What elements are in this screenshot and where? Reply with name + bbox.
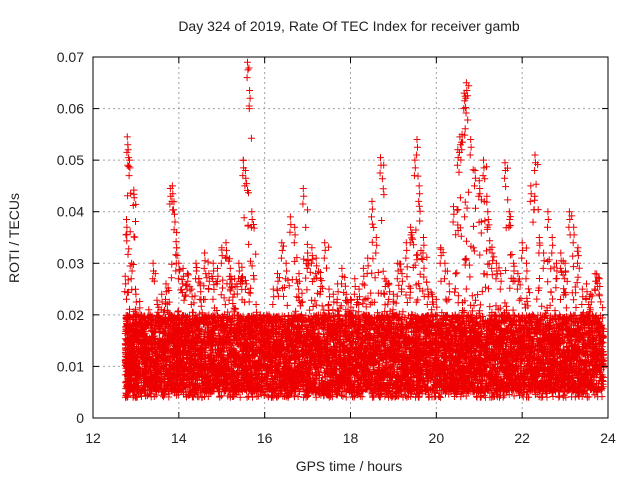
roti-data-points: [121, 58, 608, 401]
y-tick-label: 0.03: [57, 255, 84, 271]
y-tick-label: 0.07: [57, 49, 84, 65]
axis-ticks: [92, 56, 609, 419]
x-tick-label: 18: [343, 430, 359, 446]
y-tick-label: 0.04: [57, 204, 84, 220]
x-axis-label: GPS time / hours: [296, 458, 403, 474]
x-tick-label: 16: [257, 430, 273, 446]
x-tick-label: 14: [171, 430, 187, 446]
y-tick-label: 0: [76, 410, 84, 426]
roti-plus-markers: [121, 58, 608, 401]
y-tick-label: 0.02: [57, 307, 84, 323]
chart-title: Day 324 of 2019, Rate Of TEC Index for r…: [178, 18, 520, 34]
x-tick-label: 12: [85, 430, 101, 446]
y-axis-label: ROTI / TECUs: [6, 193, 22, 283]
y-tick-label: 0.06: [57, 101, 84, 117]
y-tick-label: 0.05: [57, 152, 84, 168]
axis-tick-labels: 12 14 16 18 20 22 24 0 0.01 0.02 0.03 0.04 0.05 0.06 0…: [57, 49, 616, 446]
y-tick-label: 0.01: [57, 358, 84, 374]
x-tick-label: 20: [429, 430, 445, 446]
x-tick-label: 24: [600, 430, 616, 446]
x-tick-label: 22: [514, 430, 530, 446]
